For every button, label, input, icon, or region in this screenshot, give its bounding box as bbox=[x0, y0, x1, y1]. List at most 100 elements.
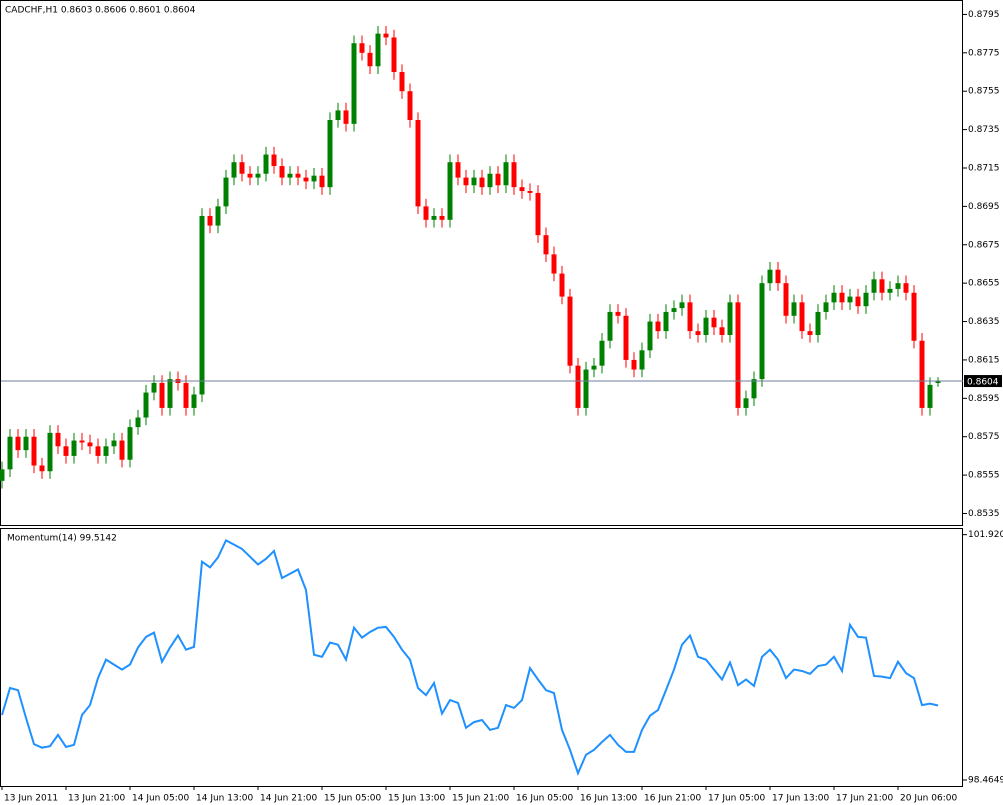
candle-body bbox=[735, 302, 741, 408]
y-tick-label: 0.8615 bbox=[968, 355, 1000, 365]
candle-body bbox=[31, 436, 37, 466]
x-tick-label: 15 Jun 21:00 bbox=[452, 794, 509, 804]
x-tick-label: 14 Jun 05:00 bbox=[132, 794, 189, 804]
candle-body bbox=[607, 311, 613, 341]
candle-body bbox=[551, 254, 557, 274]
candle-body bbox=[7, 436, 13, 470]
x-tick-label: 17 Jun 13:00 bbox=[772, 794, 829, 804]
candle-body bbox=[503, 162, 509, 186]
candle-body bbox=[903, 283, 909, 293]
candle-body bbox=[839, 292, 845, 303]
candle-body bbox=[631, 359, 637, 370]
candle-body bbox=[935, 381, 941, 383]
momentum-line bbox=[1, 538, 939, 776]
y-tick-label: 0.8775 bbox=[968, 48, 1000, 58]
candle-body bbox=[295, 173, 301, 178]
candle-body bbox=[823, 302, 829, 312]
y-tick-label: 0.8795 bbox=[968, 10, 1000, 20]
candle-body bbox=[39, 465, 45, 472]
candle-body bbox=[599, 340, 605, 366]
momentum-panel bbox=[0, 528, 963, 787]
candle-body bbox=[47, 432, 53, 472]
candle-body bbox=[455, 162, 461, 178]
candle-body bbox=[63, 446, 69, 456]
candle-body bbox=[791, 302, 797, 316]
candle-body bbox=[567, 296, 573, 366]
candle-body bbox=[71, 440, 77, 456]
y-tick-label: 101.9203 bbox=[968, 530, 1003, 540]
candle-body bbox=[511, 162, 517, 188]
candle-body bbox=[167, 379, 173, 408]
candle-body bbox=[831, 292, 837, 303]
candle-body bbox=[271, 154, 277, 167]
candle-body bbox=[0, 469, 5, 481]
x-tick-label: 16 Jun 21:00 bbox=[644, 794, 701, 804]
candle-body bbox=[679, 302, 685, 309]
candle-body bbox=[583, 369, 589, 408]
candle-body bbox=[199, 215, 205, 395]
candle-body bbox=[407, 91, 413, 121]
candle-body bbox=[591, 365, 597, 370]
candle-body bbox=[423, 206, 429, 220]
candle-body bbox=[863, 292, 869, 307]
candle-body bbox=[431, 215, 437, 220]
x-tick-label: 17 Jun 05:00 bbox=[708, 794, 765, 804]
x-tick-label: 17 Jun 21:00 bbox=[836, 794, 893, 804]
candle-body bbox=[343, 110, 349, 124]
candle-body bbox=[15, 436, 21, 451]
candle-body bbox=[383, 33, 389, 38]
candle-body bbox=[807, 331, 813, 335]
x-tick-label: 15 Jun 13:00 bbox=[388, 794, 445, 804]
candle-body bbox=[487, 173, 493, 188]
candle-body bbox=[79, 440, 85, 443]
y-tick-label: 0.8535 bbox=[968, 509, 1000, 519]
candle-body bbox=[647, 321, 653, 351]
candle-body bbox=[95, 446, 101, 456]
candle-body bbox=[559, 273, 565, 297]
candle-body bbox=[135, 417, 141, 428]
candle-body bbox=[895, 283, 901, 289]
candle-body bbox=[151, 382, 157, 393]
candle-body bbox=[887, 288, 893, 293]
candle-body bbox=[527, 191, 533, 193]
candle-body bbox=[463, 177, 469, 186]
candle-body bbox=[439, 215, 445, 220]
candle-body bbox=[663, 311, 669, 332]
y-tick-label: 0.8715 bbox=[968, 163, 1000, 173]
current-price-box bbox=[964, 375, 1002, 388]
x-tick-label: 13 Jun 2011 bbox=[4, 794, 58, 804]
candle-body bbox=[335, 110, 341, 121]
candle-body bbox=[327, 120, 333, 188]
candle-body bbox=[519, 187, 525, 192]
momentum-title: Momentum(14) 99.5142 bbox=[7, 534, 117, 544]
candle-body bbox=[639, 350, 645, 370]
candle-body bbox=[751, 379, 757, 399]
price-title: CADCHF,H1 0.8603 0.8606 0.8601 0.8604 bbox=[5, 6, 196, 16]
x-tick-label: 16 Jun 05:00 bbox=[516, 794, 573, 804]
y-tick-label: 0.8555 bbox=[968, 471, 1000, 481]
current-price-label: 0.8604 bbox=[967, 378, 999, 388]
candle-body bbox=[319, 175, 325, 188]
y-tick-label: 0.8675 bbox=[968, 240, 1000, 250]
candle-body bbox=[223, 177, 229, 207]
candle-body bbox=[215, 206, 221, 226]
candle-body bbox=[847, 296, 853, 303]
candle-body bbox=[191, 394, 197, 408]
candle-body bbox=[231, 162, 237, 178]
candle-body bbox=[919, 340, 925, 408]
candle-body bbox=[687, 302, 693, 332]
candle-body bbox=[927, 384, 933, 408]
candle-body bbox=[695, 331, 701, 335]
candle-body bbox=[871, 279, 877, 293]
y-tick-label: 0.8655 bbox=[968, 279, 1000, 289]
candle-body bbox=[855, 296, 861, 307]
candle-body bbox=[255, 173, 261, 178]
candle-body bbox=[783, 283, 789, 316]
price-panel bbox=[0, 0, 963, 526]
x-tick-label: 14 Jun 21:00 bbox=[260, 794, 317, 804]
candle-body bbox=[279, 166, 285, 178]
candle-body bbox=[775, 269, 781, 284]
candle-body bbox=[375, 33, 381, 67]
candle-body bbox=[111, 440, 117, 447]
